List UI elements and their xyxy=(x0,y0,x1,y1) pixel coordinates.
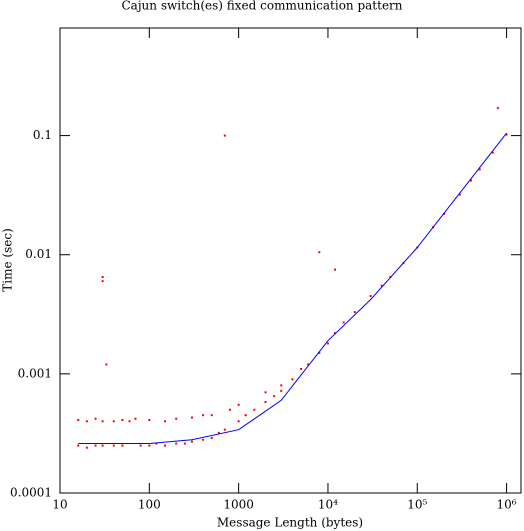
data-point xyxy=(101,280,104,283)
data-point xyxy=(273,395,276,398)
x-tick-label: 1000 xyxy=(223,498,254,512)
data-point xyxy=(183,442,186,445)
chart-title: Cajun switch(es) fixed communication pat… xyxy=(121,0,402,13)
data-point xyxy=(164,444,167,447)
data-point xyxy=(253,408,256,411)
data-point xyxy=(94,417,97,420)
data-point xyxy=(264,401,267,404)
data-point xyxy=(470,179,473,182)
data-point xyxy=(217,431,220,434)
data-point xyxy=(318,251,321,254)
data-point xyxy=(244,414,247,417)
data-point xyxy=(190,416,193,419)
data-point xyxy=(101,444,104,447)
data-point xyxy=(202,438,205,441)
data-point xyxy=(94,444,97,447)
data-point xyxy=(478,168,481,171)
data-point xyxy=(318,351,321,354)
data-point xyxy=(334,268,337,271)
plot-frame xyxy=(59,27,522,494)
data-point xyxy=(443,212,446,215)
data-point xyxy=(369,295,372,298)
data-point xyxy=(77,444,80,447)
data-point xyxy=(134,417,137,420)
data-point xyxy=(237,420,240,423)
y-axis-label: Time (sec) xyxy=(1,228,15,291)
data-point xyxy=(164,420,167,423)
data-point xyxy=(85,420,88,423)
data-point xyxy=(307,363,310,366)
x-tick-label: 10 xyxy=(52,498,67,512)
data-point xyxy=(190,440,193,443)
data-point xyxy=(264,391,267,394)
data-point xyxy=(128,420,131,423)
data-point xyxy=(155,442,158,445)
data-point xyxy=(280,389,283,392)
x-tick-label: 100 xyxy=(138,498,161,512)
x-tick-label: 10⁶ xyxy=(497,498,517,512)
data-point xyxy=(121,418,124,421)
data-point xyxy=(496,107,499,110)
data-point xyxy=(291,378,294,381)
data-point xyxy=(280,384,283,387)
data-point xyxy=(300,367,303,370)
data-point xyxy=(237,403,240,406)
data-point xyxy=(223,428,226,431)
data-point xyxy=(175,417,178,420)
data-point xyxy=(105,363,108,366)
data-point xyxy=(210,436,213,439)
y-tick-label: 0.001 xyxy=(18,366,52,380)
data-point xyxy=(505,133,508,136)
data-point xyxy=(326,342,329,345)
x-tick-label: 10⁴ xyxy=(318,498,338,512)
y-tick-label: 0.0001 xyxy=(10,486,52,500)
data-point xyxy=(148,418,151,421)
fit-line xyxy=(78,132,507,445)
data-point xyxy=(491,151,494,154)
data-point xyxy=(85,446,88,449)
data-point xyxy=(380,284,383,287)
data-point xyxy=(228,408,231,411)
data-point xyxy=(175,442,178,445)
data-point xyxy=(112,444,115,447)
data-point xyxy=(223,134,226,137)
x-tick-label: 10⁵ xyxy=(407,498,427,512)
data-point xyxy=(458,193,461,196)
x-axis-label: Message Length (bytes) xyxy=(217,516,363,530)
data-point xyxy=(101,420,104,423)
data-point xyxy=(139,444,142,447)
y-tick-label: 0.01 xyxy=(25,247,52,261)
data-point xyxy=(342,321,345,324)
data-point xyxy=(148,444,151,447)
data-point xyxy=(202,414,205,417)
data-point xyxy=(334,332,337,335)
data-point xyxy=(101,276,104,279)
data-point xyxy=(77,418,80,421)
data-point xyxy=(210,414,213,417)
y-tick-label: 0.1 xyxy=(33,128,52,142)
data-point xyxy=(353,311,356,314)
data-point xyxy=(112,420,115,423)
data-point xyxy=(121,444,124,447)
